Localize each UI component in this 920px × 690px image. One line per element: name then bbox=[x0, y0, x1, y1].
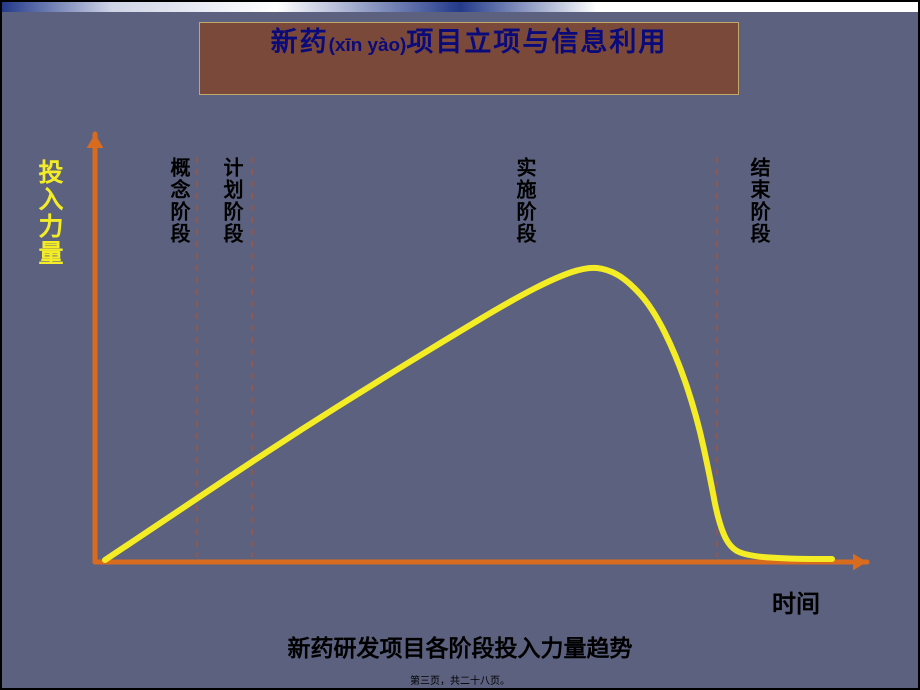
subtitle: 新药研发项目各阶段投入力量趋势 bbox=[2, 629, 918, 663]
slide: 新药(xīn yào)项目立项与信息利用 投入力量 时间 概念阶段计划阶段实施阶… bbox=[2, 2, 918, 688]
page-footer: 第三页，共二十八页。 bbox=[2, 672, 918, 687]
chart bbox=[2, 2, 918, 688]
